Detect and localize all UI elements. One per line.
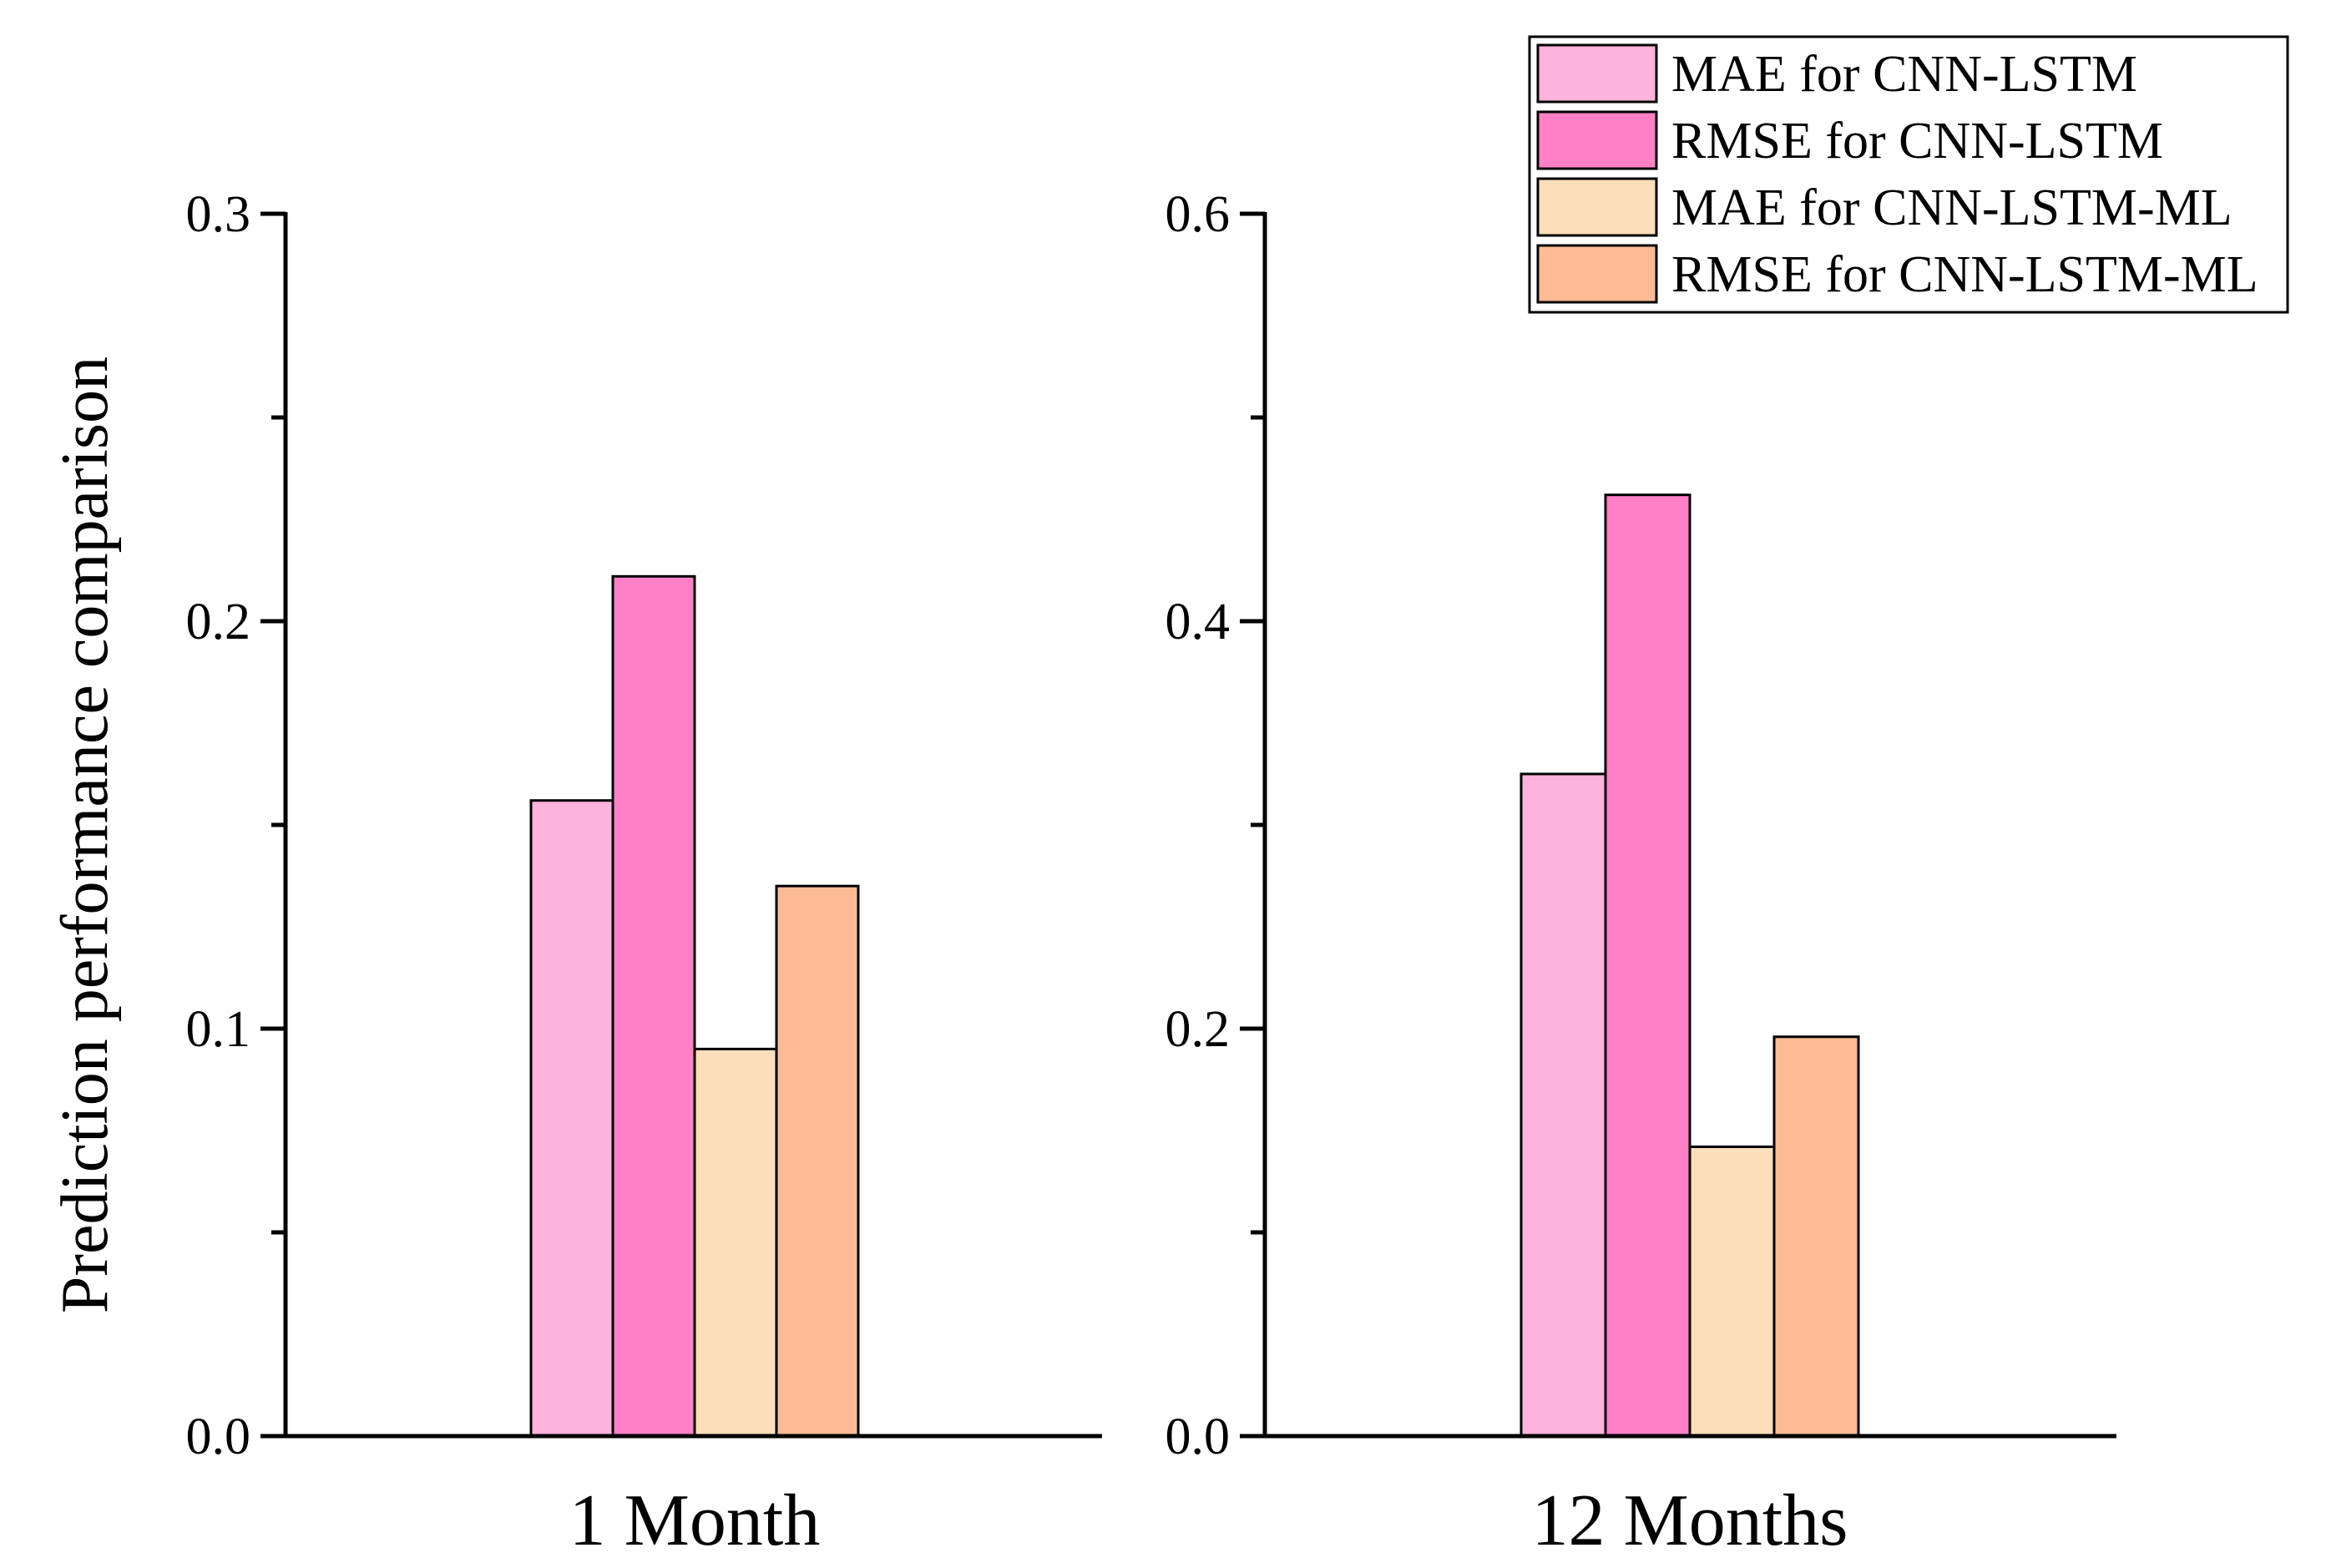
bar-1-4: [775, 884, 860, 1438]
bar-1-3: [693, 1047, 778, 1438]
legend-label: MAE for CNN-LSTM: [1671, 46, 2137, 103]
y-tick-label: 0.3: [186, 186, 251, 243]
legend-swatch: [1536, 110, 1658, 170]
legend-label: MAE for CNN-LSTM-ML: [1671, 180, 2232, 236]
bar-2-3: [1688, 1146, 1776, 1438]
legend-swatch: [1536, 244, 1658, 304]
legend-swatch: [1536, 177, 1658, 237]
panel-1: 0.0 0.1 0.2 0.3 1 Month: [186, 186, 1102, 1561]
bar-1-1: [529, 799, 614, 1438]
y-tick-label: 0.2: [1166, 1001, 1231, 1058]
y-tick-label: 0.4: [1166, 594, 1231, 650]
legend-label: RMSE for CNN-LSTM-ML: [1671, 246, 2258, 303]
y-tick-label: 0.6: [1166, 186, 1231, 243]
legend-label: RMSE for CNN-LSTM: [1671, 113, 2163, 169]
y-tick-label: 0.1: [186, 1001, 251, 1058]
category-label: 12 Months: [1532, 1480, 1848, 1561]
bar-1-2: [611, 574, 696, 1438]
category-label: 1 Month: [569, 1480, 821, 1561]
chart-panels: 0.0 0.1 0.2 0.3 1 Month 0.0 0.2 0.4 0.6 12 Months: [186, 186, 2116, 1561]
y-tick-label: 0.2: [186, 594, 251, 650]
y-tick-label: 0.0: [186, 1409, 251, 1465]
bar-2-2: [1604, 493, 1691, 1438]
panel-2: 0.0 0.2 0.4 0.6 12 Months: [1166, 186, 2116, 1561]
legend-swatch: [1536, 43, 1658, 104]
y-tick-label: 0.0: [1166, 1409, 1231, 1465]
legend: MAE for CNN-LSTM RMSE for CNN-LSTM MAE for…: [1528, 35, 2289, 314]
y-axis-title: Prediction performance comparison: [48, 357, 122, 1313]
bar-2-4: [1772, 1035, 1860, 1438]
bar-2-1: [1519, 772, 1607, 1438]
